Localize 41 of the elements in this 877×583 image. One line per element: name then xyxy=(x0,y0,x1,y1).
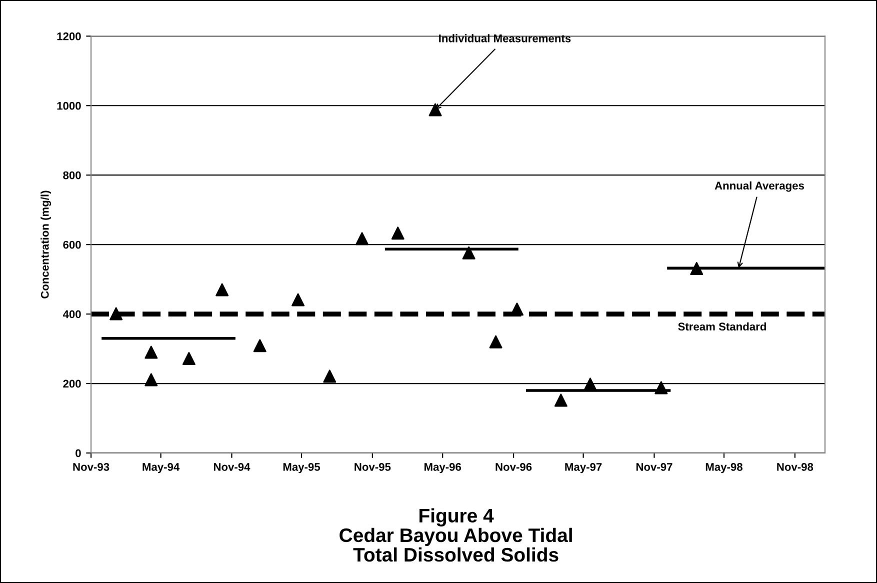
y-tick-label: 1200 xyxy=(57,32,81,40)
y-tick-label: 0 xyxy=(76,449,81,458)
point xyxy=(654,381,668,394)
x-tick-label: Nov-94 xyxy=(214,463,250,471)
annotation: Annual Averages xyxy=(714,181,804,192)
point xyxy=(216,283,229,296)
x-tick-label: Nov-95 xyxy=(354,463,391,471)
y-axis-title: Concentration (mg/l) xyxy=(40,190,52,298)
point xyxy=(510,302,524,316)
x-tick-label: Nov-97 xyxy=(636,463,672,471)
x-tick-label: Nov-96 xyxy=(496,463,532,471)
point xyxy=(110,307,123,320)
point xyxy=(356,232,369,246)
y-tick-label: 400 xyxy=(62,310,81,318)
point xyxy=(391,226,404,240)
point xyxy=(323,370,336,383)
y-tick-label: 1000 xyxy=(57,102,81,110)
y-tick-label: 200 xyxy=(63,380,81,388)
ref-line-label: Stream Standard xyxy=(678,322,766,331)
y-tick-label: 800 xyxy=(63,171,81,180)
point xyxy=(462,246,476,260)
point xyxy=(584,378,597,391)
point xyxy=(554,394,568,407)
point xyxy=(489,335,502,348)
x-tick-label: Nov-93 xyxy=(73,463,110,471)
x-tick-label: May-95 xyxy=(283,463,320,474)
point xyxy=(690,262,704,276)
point xyxy=(428,103,442,116)
text: Figure 4 Cedar Bayou Above Tidal Total Dissolved Solids xyxy=(340,508,572,562)
point xyxy=(253,339,266,352)
x-tick-label: Nov-98 xyxy=(777,463,814,471)
point xyxy=(144,373,158,386)
x-tick-label: May-97 xyxy=(565,463,602,474)
y-tick-label: 600 xyxy=(63,240,81,249)
x-tick-label: May-96 xyxy=(424,463,462,474)
point xyxy=(144,346,158,359)
x-tick-label: May-98 xyxy=(706,463,742,474)
point xyxy=(292,293,305,306)
x-tick-label: May-94 xyxy=(142,463,180,474)
annotation: Individual Measurements xyxy=(439,34,571,42)
point xyxy=(182,352,196,366)
